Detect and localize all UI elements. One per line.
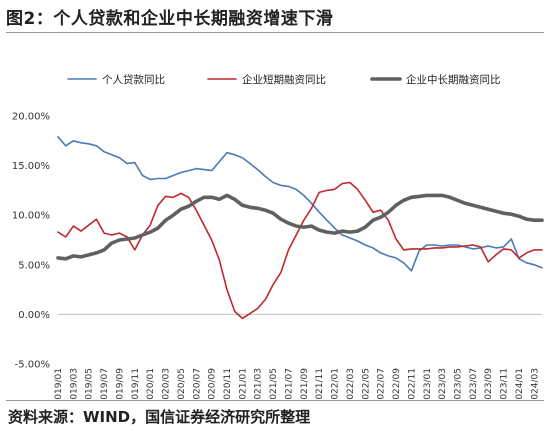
line-chart: 个人贷款同比 企业短期融资同比 企业中长期融资同比 20.00% 15.00% 10.0… xyxy=(12,73,544,400)
source-divider xyxy=(6,400,544,401)
legend-label-2: 企业短期融资同比 xyxy=(242,73,326,86)
series-line-3 xyxy=(56,193,544,261)
x-tick-label: 2023/01 xyxy=(423,368,433,400)
x-tick-label: 2023/07 xyxy=(469,368,479,400)
x-tick-label: 2021/03 xyxy=(254,368,264,400)
x-tick-label: 2020/09 xyxy=(208,368,218,400)
x-tick-label: 2020/05 xyxy=(177,368,187,400)
x-tick-label: 2019/01 xyxy=(54,368,64,400)
y-tick-label: 15.00% xyxy=(12,161,50,172)
x-tick-label: 2020/03 xyxy=(162,368,172,400)
x-tick-label: 2020/11 xyxy=(223,368,233,400)
x-tick-label: 2019/05 xyxy=(85,368,95,400)
x-tick-label: 2021/05 xyxy=(269,368,279,400)
x-tick-label: 2023/05 xyxy=(453,368,463,400)
x-tick-label: 2019/03 xyxy=(69,368,79,400)
title-divider xyxy=(6,32,544,33)
x-tick-label: 2022/01 xyxy=(331,368,341,400)
x-tick-label: 2019/07 xyxy=(100,368,110,400)
legend-label-3: 企业中长期融资同比 xyxy=(406,73,501,86)
x-tick-label: 2022/03 xyxy=(346,368,356,400)
x-tick-label: 2021/11 xyxy=(315,368,325,400)
x-tick-label: 2021/09 xyxy=(300,368,310,400)
x-tick-label: 2024/03 xyxy=(530,368,540,400)
legend-label-1: 个人贷款同比 xyxy=(102,73,165,86)
x-tick-label: 2023/11 xyxy=(500,368,510,400)
x-tick-label: 2022/07 xyxy=(377,368,387,400)
source-note: 资料来源：WIND，国信证券经济研究所整理 xyxy=(8,408,311,426)
x-tick-label: 2020/01 xyxy=(146,368,156,400)
y-tick-label: 0.00% xyxy=(18,310,50,321)
y-tick-label: -5.00% xyxy=(15,360,50,371)
chart-title: 图2：个人贷款和企业中长期融资增速下滑 xyxy=(6,9,334,29)
x-tick-label: 2022/05 xyxy=(361,368,371,400)
x-tick-label: 2023/03 xyxy=(438,368,448,400)
x-tick-label: 2021/01 xyxy=(238,368,248,400)
x-tick-label: 2021/07 xyxy=(284,368,294,400)
y-tick-label: 10.00% xyxy=(12,211,50,222)
y-axis: 20.00% 15.00% 10.00% 5.00% 0.00% -5.00% xyxy=(12,112,50,371)
y-tick-label: 5.00% xyxy=(18,260,50,271)
x-tick-label: 2023/09 xyxy=(484,368,494,400)
series-lines xyxy=(56,136,544,320)
x-tick-label: 2024/01 xyxy=(515,368,525,400)
x-tick-label: 2022/11 xyxy=(407,368,417,400)
x-tick-label: 2019/11 xyxy=(131,368,141,400)
x-axis: 2019/01 2019/03 2019/05 2019/07 2019/09 2019/… xyxy=(54,313,542,400)
y-tick-label: 20.00% xyxy=(12,112,50,123)
x-tick-label: 2019/09 xyxy=(115,368,125,400)
x-tick-label: 2020/07 xyxy=(192,368,202,400)
legend: 个人贷款同比 企业短期融资同比 企业中长期融资同比 xyxy=(67,73,501,86)
x-tick-label: 2022/09 xyxy=(392,368,402,400)
